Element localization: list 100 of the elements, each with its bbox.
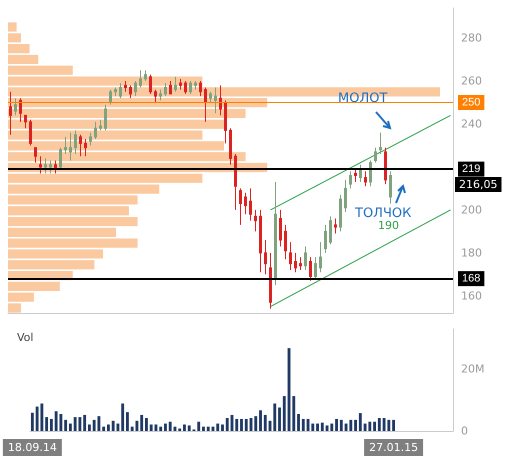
candlestick (314, 256, 317, 280)
candlestick (169, 80, 172, 94)
candlestick (279, 209, 282, 247)
candlestick (209, 91, 212, 104)
candlestick (39, 156, 42, 174)
candlestick (219, 84, 222, 116)
annotation: ТОЛЧОК (354, 206, 412, 221)
candlestick (179, 78, 182, 90)
candlestick (349, 170, 352, 189)
candlestick (274, 181, 277, 286)
candlestick (29, 119, 32, 146)
candlestick (239, 188, 242, 226)
candlestick (379, 132, 382, 155)
bar (250, 418, 252, 431)
candlestick (119, 82, 122, 99)
candlestick (384, 147, 387, 185)
candlestick (89, 132, 92, 146)
bar (316, 424, 319, 431)
ref-line-label: 219 (462, 163, 480, 176)
candlestick (159, 89, 162, 101)
bar (344, 424, 348, 431)
candlestick (24, 114, 27, 129)
candlestick (204, 86, 207, 122)
bar (126, 412, 129, 431)
y-tick-label: 200 (461, 203, 482, 216)
candlestick (139, 70, 142, 88)
candlestick (84, 138, 87, 157)
candlestick (109, 89, 112, 106)
bar (335, 418, 338, 431)
bar (230, 414, 234, 431)
candlestick (194, 80, 197, 90)
candlestick (254, 209, 257, 232)
bar (130, 426, 134, 431)
candlestick (369, 160, 372, 187)
candlestick (189, 80, 192, 94)
bar (202, 426, 205, 431)
candlestick (264, 239, 267, 275)
y-tick-label: 20M (461, 362, 484, 376)
candlestick (224, 100, 227, 144)
bar (297, 414, 300, 431)
candlestick (154, 89, 157, 104)
y-tick-label: 160 (461, 289, 482, 302)
candlestick (184, 80, 187, 94)
candlestick (214, 86, 217, 114)
candlestick (94, 121, 97, 140)
candlestick (364, 170, 367, 187)
candlestick (304, 246, 307, 271)
candlestick (79, 134, 82, 157)
ref-line-label: 168 (462, 272, 480, 285)
candlestick (324, 224, 327, 254)
candlestick (34, 147, 37, 164)
annotation: 190 (378, 219, 399, 232)
bar (212, 426, 214, 431)
candlestick (234, 154, 237, 210)
candlestick (69, 132, 72, 161)
candlestick (229, 128, 232, 166)
candlestick (344, 179, 347, 213)
candlestick (334, 218, 337, 234)
candlestick (149, 74, 152, 94)
candlestick (289, 242, 292, 271)
candlestick (49, 160, 52, 174)
bar (364, 424, 366, 431)
candlestick (104, 104, 107, 131)
candlestick (259, 209, 262, 273)
candlestick (64, 136, 67, 155)
bar (164, 424, 167, 431)
candlestick (284, 224, 287, 260)
bar (154, 424, 158, 431)
candlestick (339, 194, 342, 232)
candlestick (249, 188, 252, 222)
candlestick (319, 242, 322, 273)
candlestick (294, 252, 297, 273)
annotation: МОЛОТ (338, 91, 388, 106)
y-tick-label: 260 (461, 74, 482, 88)
candlestick (129, 84, 132, 99)
candlestick (114, 86, 117, 97)
candlestick (299, 256, 302, 271)
y-tick-label: 280 (461, 32, 482, 45)
candlestick (99, 119, 102, 131)
bar (240, 418, 243, 431)
candlestick (144, 70, 147, 82)
candlestick (269, 252, 272, 310)
y-tick-label: 0 (461, 424, 468, 438)
candlestick (199, 80, 202, 97)
candlestick (374, 147, 377, 164)
candlestick (14, 98, 17, 116)
candlestick (354, 168, 357, 182)
candlestick (174, 76, 177, 92)
candlestick (329, 216, 332, 245)
candlestick (74, 130, 77, 155)
bar (326, 425, 328, 431)
bar (174, 426, 176, 431)
chart-title: Vol (17, 331, 34, 344)
y-tick-label: 240 (461, 117, 482, 130)
bar (145, 418, 148, 431)
bar (197, 422, 200, 431)
x-tick-label: 18.09.14 (8, 441, 57, 454)
bar (159, 426, 162, 431)
bar (206, 426, 210, 431)
bar (168, 422, 172, 431)
